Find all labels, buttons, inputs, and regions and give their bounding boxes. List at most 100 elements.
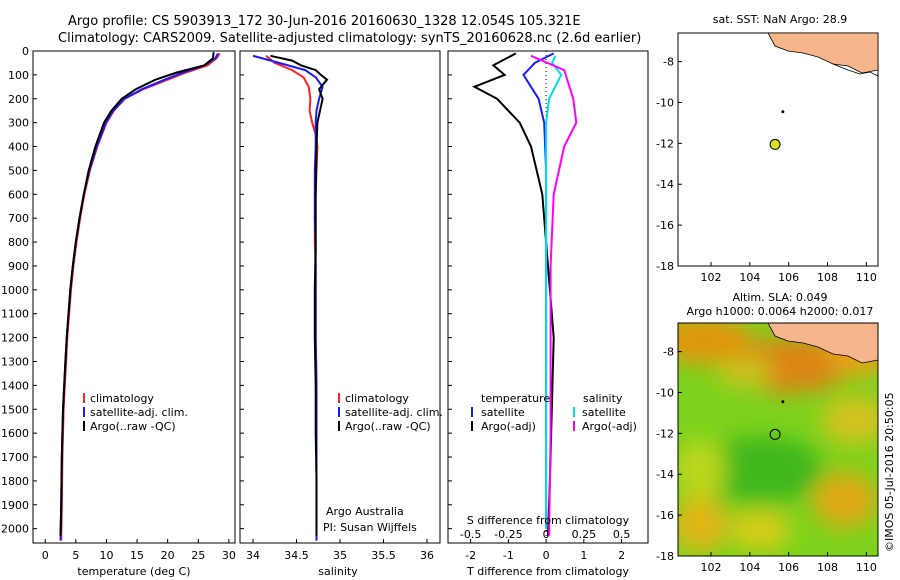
salinity-legend: climatology satellite-adj. clim. Argo(..… <box>338 392 443 433</box>
map2-title: Altim. SLA: 0.049 <box>732 291 827 304</box>
x-tick-label: 35 <box>333 549 347 562</box>
x-tick-label: 0 <box>543 549 550 562</box>
y-tick-label: 800 <box>8 236 29 249</box>
temperature-legend: climatology satellite-adj. clim. Argo(..… <box>83 392 188 433</box>
x-tick-label: 110 <box>856 271 877 284</box>
y-tick-label: 500 <box>8 164 29 177</box>
y-tick-label: -16 <box>656 509 674 522</box>
y-tick-label: -14 <box>656 468 674 481</box>
x2-tick-label: -0.5 <box>460 528 481 541</box>
legend-label-t-argo: Argo(-adj) <box>481 420 536 433</box>
x-tick-label: 110 <box>856 561 877 574</box>
y-tick-label: 1200 <box>1 332 29 345</box>
temperature-plot: 0100200300400500600700800900100011001200… <box>1 45 236 562</box>
y-tick-label: -12 <box>656 137 674 150</box>
difference-plot: -2 -1 0 1 2 -0.5 -0.25 0 0.25 0.5 <box>448 50 631 562</box>
y-tick-label: 1300 <box>1 355 29 368</box>
y-tick-label: 0 <box>22 45 29 58</box>
x-tick-label: 1 <box>580 549 587 562</box>
y-tick-label: 1100 <box>1 308 29 321</box>
t-difference-xlabel: T difference from climatology <box>466 565 629 578</box>
y-tick-label: 400 <box>8 141 29 154</box>
x-tick-label: 30 <box>222 549 236 562</box>
series-line <box>59 52 215 536</box>
temperature-panel <box>32 50 236 544</box>
y-tick-label: 1800 <box>1 475 29 488</box>
y-tick-label: 1900 <box>1 499 29 512</box>
sst-map-land <box>767 33 878 77</box>
y-tick-label: -16 <box>656 219 674 232</box>
legend-label-argo: Argo(..raw -QC) <box>90 420 176 433</box>
x-tick-label: 25 <box>191 549 205 562</box>
sla-map <box>677 322 879 557</box>
x-tick-label: -1 <box>503 549 514 562</box>
salinity-xlabel: salinity <box>318 565 358 578</box>
y-tick-label: 200 <box>8 93 29 106</box>
x-tick-label: 5 <box>72 549 79 562</box>
pi-text: PI: Susan Wijffels <box>323 521 417 534</box>
temperature-xlabel: temperature (deg C) <box>77 565 190 578</box>
x-tick-label: 104 <box>739 561 760 574</box>
y-tick-label: -8 <box>663 346 674 359</box>
x-tick-label: 34 <box>246 549 260 562</box>
argo-position-marker <box>769 138 781 150</box>
header-line-2: Climatology: CARS2009. Satellite-adjuste… <box>58 31 641 46</box>
y-tick-label: 700 <box>8 212 29 225</box>
x2-tick-label: 0.25 <box>572 528 597 541</box>
x-tick-label: 35.5 <box>371 549 396 562</box>
sst-map <box>677 32 879 267</box>
sla-heatmap <box>678 323 878 556</box>
land-coast-outline <box>832 63 878 77</box>
x-tick-label: 34.5 <box>284 549 309 562</box>
difference-panel <box>447 50 649 544</box>
series-line <box>472 52 555 536</box>
x-tick-label: 104 <box>739 271 760 284</box>
legend-label-s-satellite: satellite <box>582 406 626 419</box>
x-tick-label: 106 <box>778 271 799 284</box>
y-tick-label: -18 <box>656 550 674 563</box>
legend-label-argo: Argo(..raw -QC) <box>345 420 431 433</box>
series-line <box>270 54 329 536</box>
x-tick-label: 106 <box>778 561 799 574</box>
y-tick-label: -10 <box>656 386 674 399</box>
x-tick-label: -2 <box>465 549 476 562</box>
x-tick-label: 102 <box>701 271 722 284</box>
imos-stamp: ©IMOS 05-Jul-2016 20:50:05 <box>883 392 896 552</box>
x-tick-label: 102 <box>701 561 722 574</box>
legend-header-temperature: temperature <box>481 392 550 405</box>
x2-tick-label: -0.25 <box>494 528 522 541</box>
map2-subtitle: Argo h1000: 0.0064 h2000: 0.017 <box>687 305 874 318</box>
difference-legend: temperature salinity satellite Argo(-adj… <box>471 392 637 433</box>
y-tick-label: 600 <box>8 188 29 201</box>
argo-position-marker <box>769 428 781 440</box>
x-tick-label: 20 <box>161 549 175 562</box>
x-tick-label: 108 <box>817 561 838 574</box>
y-tick-label: -10 <box>656 96 674 109</box>
y-tick-label: -14 <box>656 178 674 191</box>
y-tick-label: -18 <box>656 260 674 273</box>
legend-label-t-satellite: satellite <box>481 406 525 419</box>
y-tick-label: 1000 <box>1 284 29 297</box>
legend-label-satellite: satellite-adj. clim. <box>345 406 443 419</box>
island-marker <box>781 400 785 404</box>
x-tick-label: 0 <box>42 549 49 562</box>
island-marker <box>781 110 785 114</box>
legend-label-satellite: satellite-adj. clim. <box>90 406 188 419</box>
x2-tick-label: 0.5 <box>613 528 631 541</box>
x-tick-label: 10 <box>99 549 113 562</box>
y-tick-label: 2000 <box>1 523 29 536</box>
x-tick-label: 36 <box>420 549 434 562</box>
y-tick-label: 100 <box>8 69 29 82</box>
map1-title: sat. SST: NaN Argo: 28.9 <box>713 13 847 26</box>
x-tick-label: 15 <box>130 549 144 562</box>
salinity-panel <box>239 50 441 544</box>
sst-map-overlay: 102 104 106 108 110 -8 -10 -12 -14 -16 -18 <box>656 56 877 284</box>
y-tick-label: 1600 <box>1 427 29 440</box>
salinity-plot: 34 34.5 35 35.5 36 <box>240 50 434 562</box>
sla-map-overlay: 102 104 106 108 110 -8 -10 -12 -14 -16 -18 <box>656 346 877 574</box>
legend-label-climatology: climatology <box>90 392 154 405</box>
sla-field <box>678 323 878 553</box>
y-tick-label: -12 <box>656 427 674 440</box>
x2-tick-label: 0 <box>543 528 550 541</box>
